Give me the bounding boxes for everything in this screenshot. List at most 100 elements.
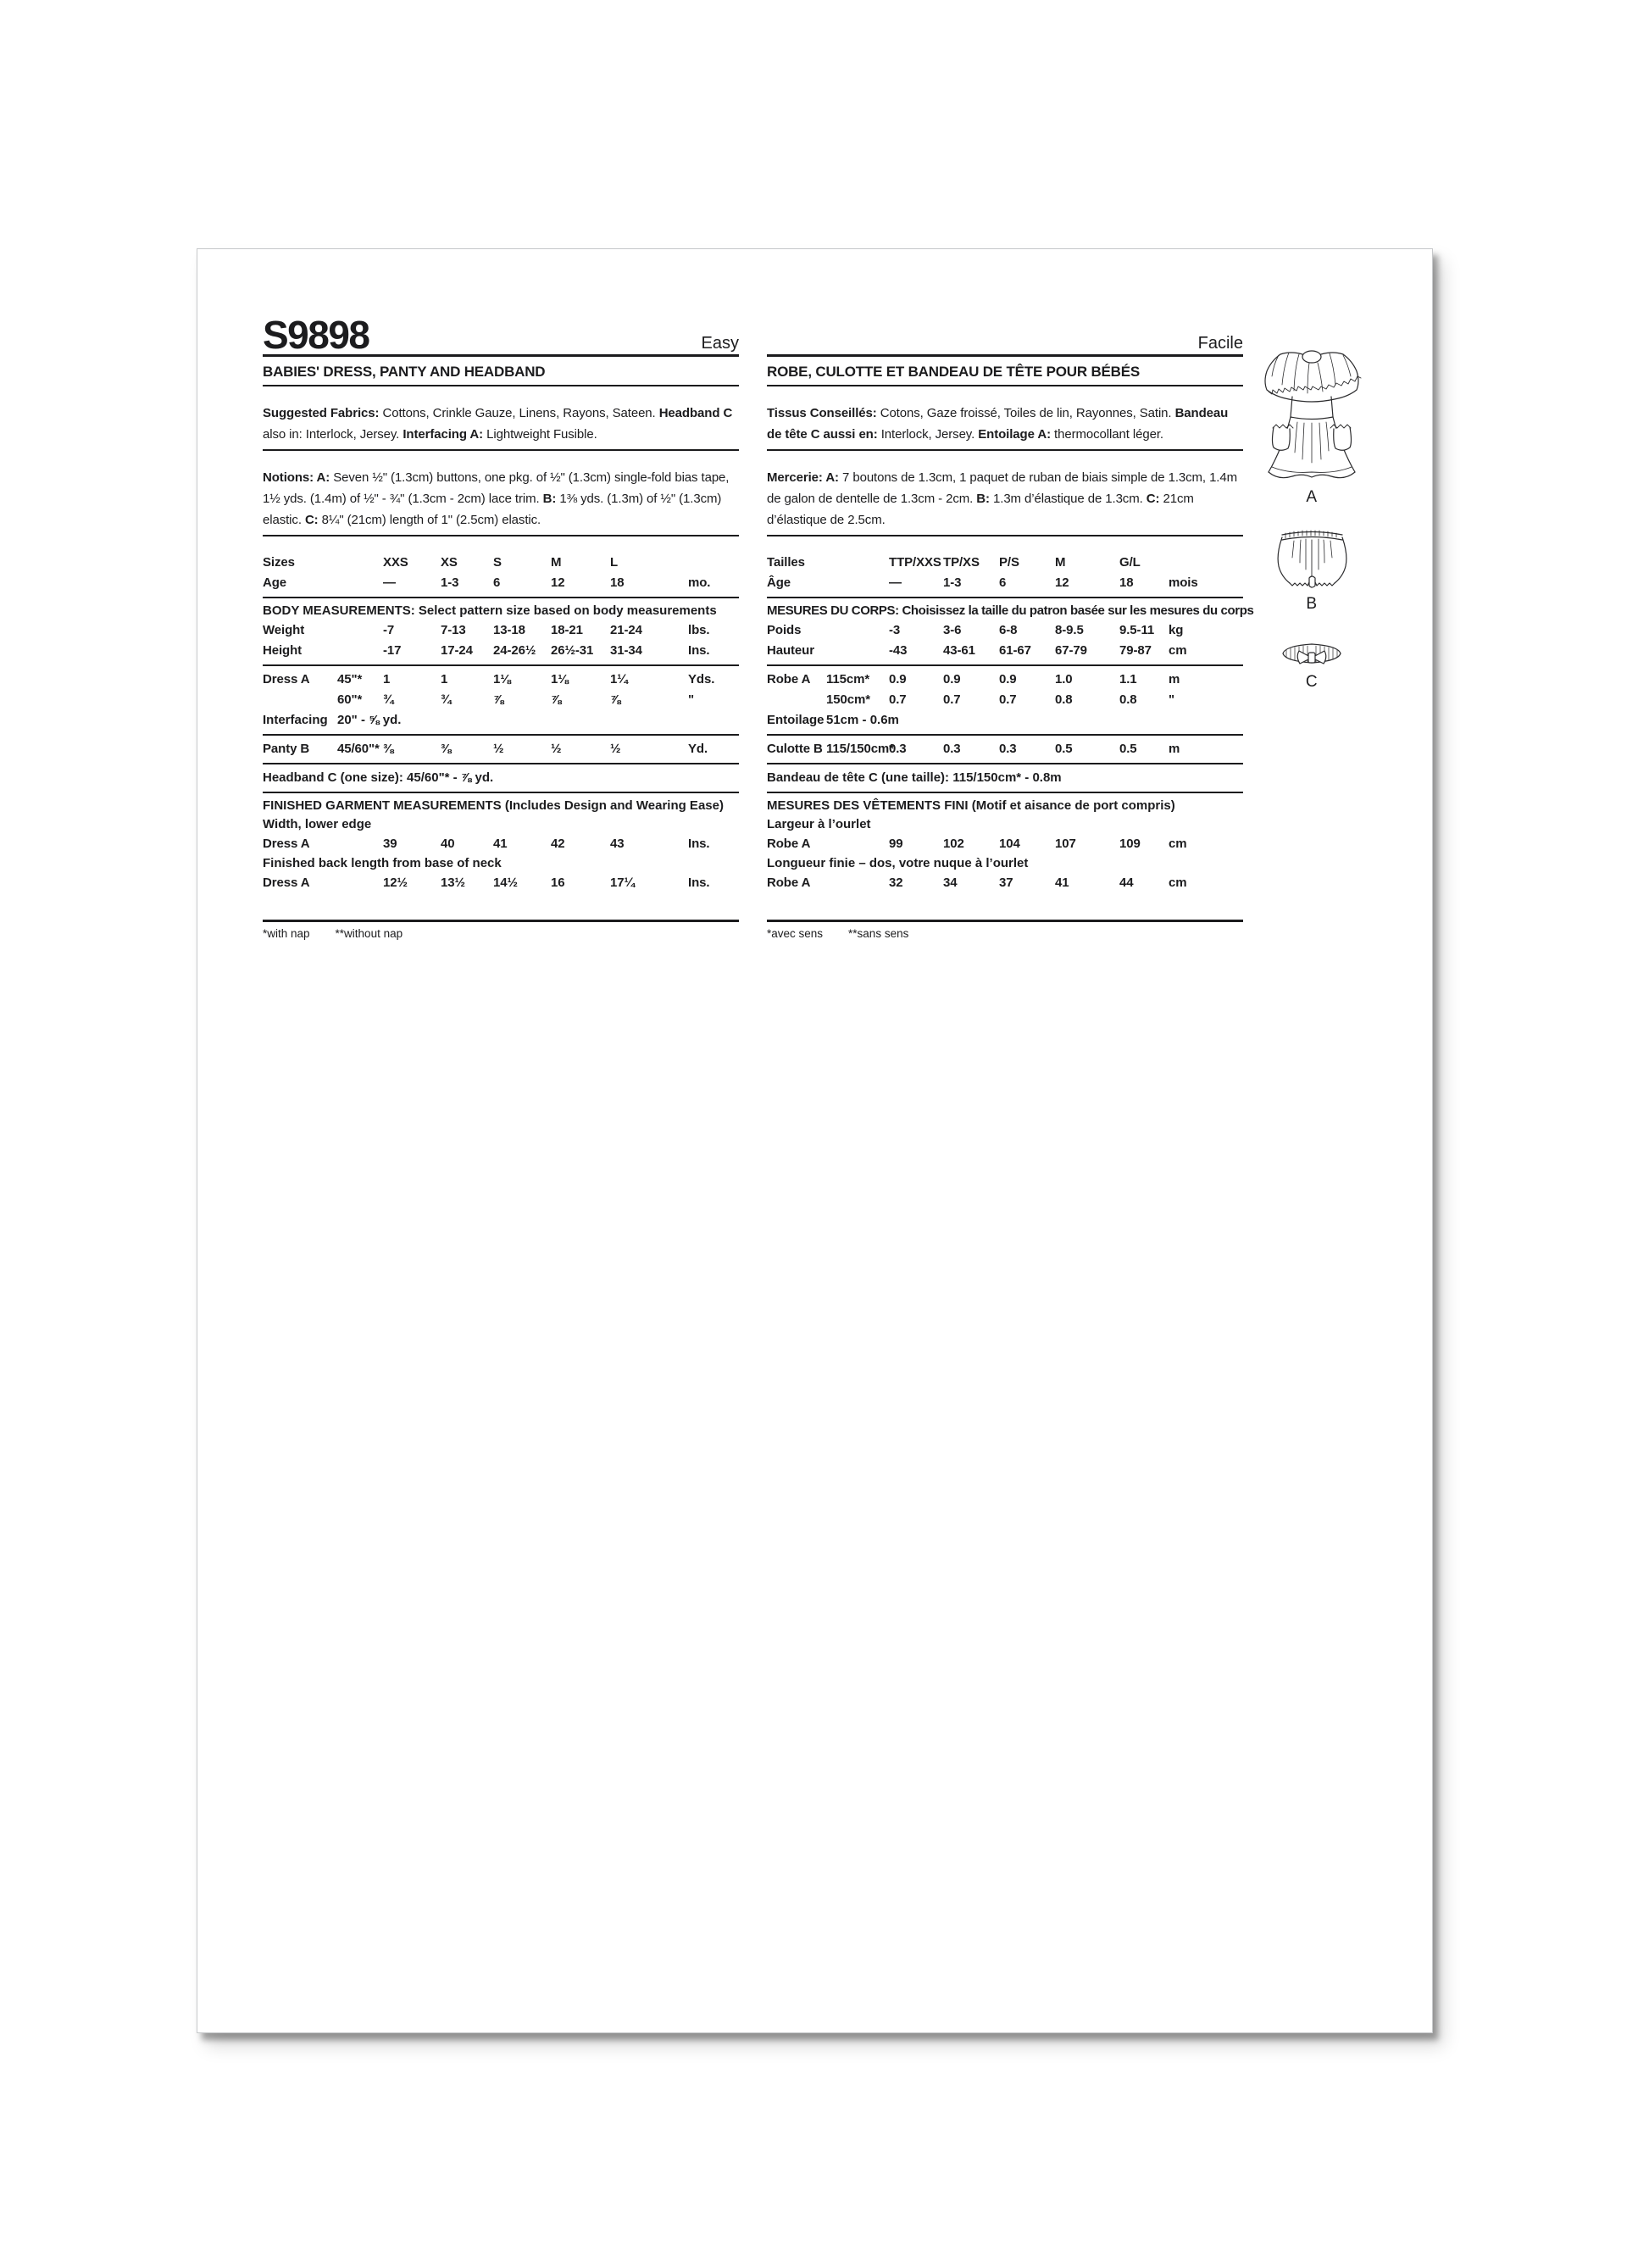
weight-value: -3 bbox=[889, 623, 901, 637]
row-label: Age bbox=[263, 575, 287, 590]
yardage-value: 0.8 bbox=[1055, 692, 1073, 707]
fabrics-headband-fr: Bandeau de tête C aussi en: bbox=[767, 406, 1229, 442]
row-spec bbox=[826, 873, 889, 893]
body-measurements-heading-en: BODY MEASUREMENTS: Select pattern size b… bbox=[263, 603, 717, 618]
entoilage-row: Entoilage 51cm - 0.6m bbox=[767, 710, 1243, 731]
row-label bbox=[263, 690, 337, 710]
row-unit: " bbox=[688, 692, 695, 707]
length-value: 44 bbox=[1119, 876, 1134, 890]
pattern-number: S9898 bbox=[263, 312, 370, 357]
nap-footnote: *with nap **without nap bbox=[263, 922, 739, 943]
garment-title-fr: ROBE, CULOTTE ET BANDEAU DE TÊTE POUR BÉ… bbox=[767, 357, 1243, 386]
french-header: Facile bbox=[767, 310, 1243, 357]
fabrics-text2-fr: Interlock, Jersey. bbox=[877, 427, 979, 442]
fabrics-lead-en: Suggested Fabrics: bbox=[263, 406, 380, 420]
length-value: 14½ bbox=[493, 876, 518, 890]
row-spec bbox=[826, 553, 889, 573]
row-unit: Yd. bbox=[688, 742, 708, 756]
row-unit: Yds. bbox=[688, 672, 715, 687]
footnote-avec-sens: *avec sens bbox=[767, 927, 824, 940]
row-label: Weight bbox=[263, 623, 305, 637]
sizes-row-en: Sizes XXS XS S M L bbox=[263, 553, 739, 573]
row-unit: Ins. bbox=[688, 643, 710, 658]
age-row-en: Age — 1-3 6 12 18 mo. bbox=[263, 573, 739, 593]
finished-measurements-heading-en: FINISHED GARMENT MEASUREMENTS (Includes … bbox=[263, 798, 724, 813]
row-label: Âge bbox=[767, 575, 791, 590]
yardage-value: 1⅛ bbox=[493, 672, 511, 687]
notions-c-fr: C: bbox=[1146, 492, 1160, 506]
panty-b-row: Panty B 45/60"* ⅜ ⅜ ½ ½ ½ Yd. bbox=[263, 739, 739, 759]
yardage-value: ⅞ bbox=[610, 692, 621, 707]
yardage-value: 0.7 bbox=[943, 692, 961, 707]
row-label: Dress A bbox=[263, 876, 310, 890]
sens-footnote: *avec sens **sans sens bbox=[767, 922, 1243, 943]
yardage-value: ½ bbox=[610, 742, 621, 756]
length-value: 13½ bbox=[441, 876, 465, 890]
yardage-value: 1⅛ bbox=[551, 672, 569, 687]
fabrics-lead-fr: Tissus Conseillés: bbox=[767, 406, 877, 420]
height-row-fr: Hauteur -43 43-61 61-67 67-79 79-87 cm bbox=[767, 641, 1243, 661]
row-label: Height bbox=[263, 643, 303, 658]
row-label: Panty B bbox=[263, 742, 310, 756]
width-value: 42 bbox=[551, 837, 565, 851]
row-spec bbox=[337, 620, 383, 641]
row-unit: m bbox=[1169, 672, 1180, 687]
height-value: -17 bbox=[383, 643, 402, 658]
size-value: G/L bbox=[1119, 555, 1141, 570]
height-value: 43-61 bbox=[943, 643, 975, 658]
size-value: L bbox=[610, 555, 619, 570]
pattern-envelope-back: S9898 Easy BABIES' DRESS, PANTY AND HEAD… bbox=[197, 248, 1433, 2033]
finished-measurements-section-en: FINISHED GARMENT MEASUREMENTS (Includes … bbox=[263, 793, 739, 897]
row-unit: " bbox=[1169, 692, 1175, 707]
finished-measurements-heading-fr: MESURES DES VÊTEMENTS FINI (Motif et ais… bbox=[767, 798, 1175, 813]
row-label: Robe A bbox=[767, 672, 811, 687]
weight-row-fr: Poids -3 3-6 6-8 8-9.5 9.5-11 kg bbox=[767, 620, 1243, 641]
row-unit: mo. bbox=[688, 575, 711, 590]
body-measurements-section-fr: MESURES DU CORPS: Choisissez la taille d… bbox=[767, 598, 1254, 666]
yardage-value: 0.9 bbox=[999, 672, 1017, 687]
length-value: 32 bbox=[889, 876, 903, 890]
headband-c-row: Headband C (one size): 45/60"* - ⅞ yd. bbox=[263, 768, 739, 788]
garment-title-en: BABIES' DRESS, PANTY AND HEADBAND bbox=[263, 357, 739, 386]
suggested-fabrics-fr: Tissus Conseillés: Cotons, Gaze froissé,… bbox=[767, 399, 1243, 451]
headband-value: 115/150cm* - 0.8m bbox=[949, 770, 1062, 785]
headband-value: 45/60"* - ⅞ yd. bbox=[403, 770, 494, 785]
dress-a-length-row: Dress A 12½ 13½ 14½ 16 17¼ Ins. bbox=[263, 873, 739, 893]
yardage-value: ⅞ bbox=[493, 692, 504, 707]
row-spec bbox=[337, 873, 383, 893]
row-spec bbox=[337, 641, 383, 661]
height-value: 31-34 bbox=[610, 643, 642, 658]
yardage-value: 1¼ bbox=[610, 672, 628, 687]
yardage-value: 0.9 bbox=[943, 672, 961, 687]
yardage-value: 1.0 bbox=[1055, 672, 1073, 687]
yardage-value: 0.5 bbox=[1119, 742, 1137, 756]
interfacing-value: 20" - ⅝ yd. bbox=[337, 713, 402, 727]
culotte-b-row: Culotte B 115/150cm* 0.3 0.3 0.3 0.5 0.5 m bbox=[767, 739, 1243, 759]
row-spec bbox=[826, 573, 889, 593]
yardage-value: 0.3 bbox=[999, 742, 1017, 756]
panty-section-fr: Culotte B 115/150cm* 0.3 0.3 0.3 0.5 0.5 m bbox=[767, 736, 1243, 764]
width-value: 102 bbox=[943, 837, 964, 851]
panty-section-en: Panty B 45/60"* ⅜ ⅜ ½ ½ ½ Yd. bbox=[263, 736, 739, 764]
notions-c-en: C: bbox=[304, 513, 319, 527]
size-value: P/S bbox=[999, 555, 1019, 570]
yardage-value: ⅜ bbox=[383, 742, 394, 756]
width-value: 43 bbox=[610, 837, 625, 851]
dress-a-60-row: 60"* ¾ ¾ ⅞ ⅞ ⅞ " bbox=[263, 690, 739, 710]
height-value: 61-67 bbox=[999, 643, 1031, 658]
fabrics-text3-fr: thermocollant léger. bbox=[1050, 427, 1163, 442]
row-unit: Ins. bbox=[688, 876, 710, 890]
fabric-width: 150cm* bbox=[826, 692, 870, 707]
width-value: 104 bbox=[999, 837, 1020, 851]
width-value: 39 bbox=[383, 837, 397, 851]
row-unit: m bbox=[1169, 742, 1180, 756]
view-a-label: A bbox=[1306, 488, 1318, 506]
age-value: 1-3 bbox=[943, 575, 962, 590]
size-value: S bbox=[493, 555, 502, 570]
width-lower-edge-label: Width, lower edge bbox=[263, 817, 372, 831]
yardage-value: 0.9 bbox=[889, 672, 907, 687]
sizes-section-en: Sizes XXS XS S M L Age — 1-3 6 12 18 mo. bbox=[263, 549, 739, 598]
footnote-rule-fr bbox=[767, 920, 1243, 922]
row-label: Poids bbox=[767, 623, 802, 637]
notions-text3-fr: 21cm d’élastique de 2.5cm. bbox=[767, 492, 1194, 527]
